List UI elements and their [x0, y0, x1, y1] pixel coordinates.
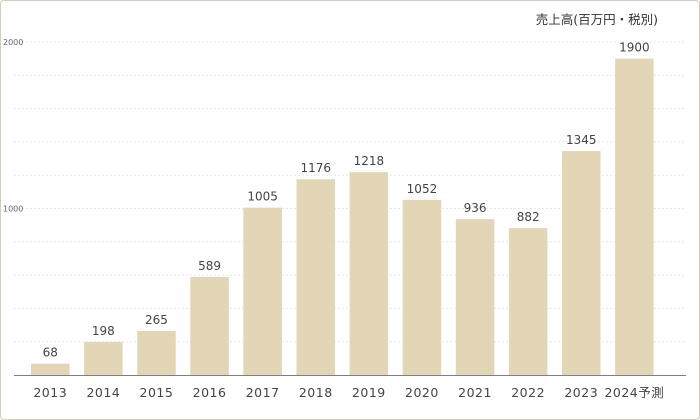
y-tick-label: 1000: [3, 205, 23, 214]
x-tick-label: 2021: [458, 385, 492, 400]
y-axis-ticks: 1000 2000: [3, 38, 23, 214]
x-tick-label: 2018: [299, 385, 333, 400]
bar: [402, 199, 442, 375]
x-tick-label: 2023: [564, 385, 598, 400]
x-tick-label: 2024予測: [604, 385, 664, 400]
data-label: 936: [464, 201, 487, 215]
bar: [84, 342, 123, 375]
bar: [455, 219, 495, 375]
bar: [243, 207, 282, 375]
bar: [31, 363, 70, 375]
bar: [349, 172, 389, 375]
x-tick-label: 2022: [511, 385, 545, 400]
y-tick-label: 2000: [3, 38, 23, 47]
bar: [296, 179, 335, 375]
x-tick-label: 2019: [352, 385, 386, 400]
data-label: 1345: [566, 133, 597, 147]
x-tick-label: 2015: [140, 385, 174, 400]
x-tick-label: 2016: [193, 385, 227, 400]
data-label: 68: [43, 346, 58, 360]
data-label: 882: [517, 210, 540, 224]
data-label: 1900: [619, 41, 650, 55]
x-tick-label: 2013: [33, 385, 67, 400]
data-label: 1052: [407, 182, 438, 196]
bar: [190, 276, 229, 375]
bar: [615, 58, 654, 376]
x-tick-label: 2014: [86, 385, 120, 400]
data-label: 1218: [354, 154, 385, 168]
data-label: 1176: [300, 161, 331, 175]
x-tick-label: 2017: [246, 385, 280, 400]
bar: [137, 330, 176, 375]
data-label: 1005: [247, 190, 278, 204]
data-label: 265: [145, 313, 168, 327]
bar: [508, 228, 548, 375]
data-label: 198: [92, 324, 115, 338]
x-tick-label: 2020: [405, 385, 439, 400]
unit-label: 売上高(百万円・税別): [536, 12, 658, 27]
x-axis-ticks: 2013 2014 2015 2016 2017 2018 2019 2020 2021 2022…: [33, 385, 664, 400]
data-labels: 68 198 265 589 1005 1176 1218 1052 936 882 1345 190…: [43, 41, 650, 360]
bars: [31, 58, 654, 376]
data-label: 589: [198, 259, 221, 273]
bar: [562, 151, 601, 375]
